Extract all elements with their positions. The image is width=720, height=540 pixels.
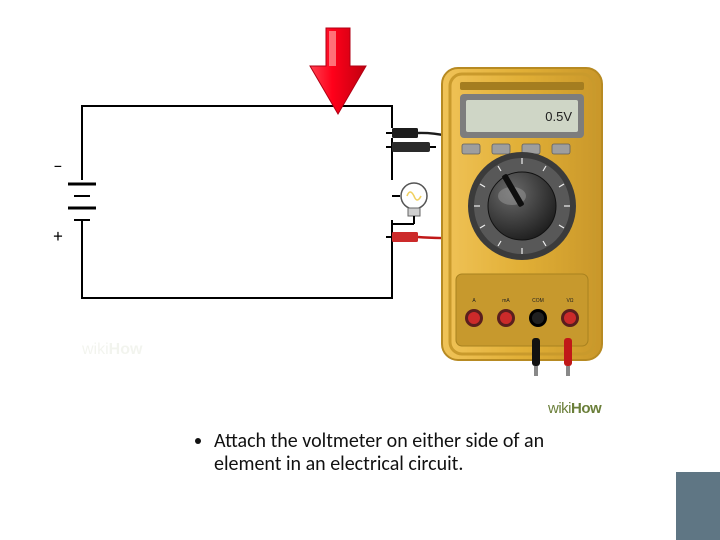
multimeter: 0.5V: [442, 68, 602, 376]
battery-minus: −: [54, 155, 63, 177]
probe-handle-red: [564, 338, 572, 376]
circuit-diagram: − +: [40, 20, 610, 400]
meter-port-panel: A mA COM VΩ: [456, 274, 588, 346]
bulb: [392, 183, 427, 224]
wikihow-watermark: wikiHow: [81, 341, 143, 358]
probe-red-box: [386, 232, 418, 242]
meter-dial: [468, 152, 576, 260]
svg-text:COM: COM: [532, 298, 544, 304]
side-accent-block: [676, 472, 720, 540]
wikihow-badge: wikiHow: [548, 400, 601, 417]
bullet-item: Attach the voltmeter on either side of a…: [214, 430, 550, 476]
bullet-block: Attach the voltmeter on either side of a…: [190, 430, 550, 476]
svg-text:wikiHow: wikiHow: [81, 341, 143, 358]
battery-symbol: [68, 184, 96, 220]
wikihow-wiki: wiki: [548, 400, 571, 417]
battery-plus: +: [54, 225, 63, 247]
svg-text:VΩ: VΩ: [566, 298, 573, 304]
resistor: [386, 142, 436, 152]
figure-area: − +: [40, 20, 610, 400]
meter-reading: 0.5V: [545, 109, 572, 124]
probe-handle-black: [532, 338, 540, 376]
red-arrow: [310, 28, 366, 114]
circuit-wiring: [82, 106, 392, 298]
wikihow-how: How: [571, 400, 601, 417]
svg-text:mA: mA: [502, 298, 510, 304]
probe-black-box: [386, 128, 418, 138]
